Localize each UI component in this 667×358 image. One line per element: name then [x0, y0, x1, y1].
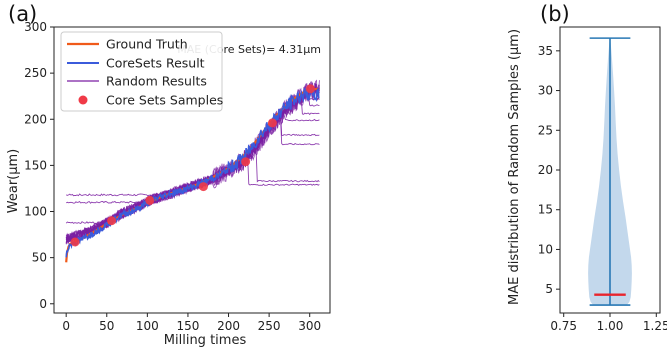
coresets-result-line [65, 87, 320, 258]
core-set-sample-point [70, 237, 80, 247]
panel-a-ticks: 0 50 100 150 200 250 300 0 50 100 150 200 250 300 [24, 20, 321, 333]
core-set-sample-point [306, 84, 315, 94]
y-tick-label: 10 [538, 242, 553, 256]
core-set-sample-point [107, 216, 117, 226]
legend-box [60, 31, 223, 112]
panel-a-ylabel: Wear(μm) [6, 149, 21, 213]
panel-a-wear-chart: (a) Wear(μm) Milling times 0 50 100 150 200 2… [6, 2, 331, 348]
panel-b-plot-area [588, 37, 632, 306]
panel-b-ticks: 0.75 1.00 1.25 5 10 15 20 25 30 35 [538, 44, 667, 333]
x-tick-label: 150 [176, 319, 199, 333]
core-set-sample-point [241, 157, 251, 167]
y-tick-label: 20 [538, 163, 553, 177]
core-set-sample-point [267, 118, 277, 128]
panel-a-frame [53, 26, 331, 314]
panel-a-label: (a) [8, 2, 37, 26]
random-result-line [65, 79, 320, 245]
panel-a-legend: Ground Truth CoreSets Result Random Resu… [60, 31, 223, 112]
core-set-sample-point [145, 195, 155, 205]
y-tick-label: 30 [538, 84, 553, 98]
x-tick-label: 1.00 [597, 319, 624, 333]
y-tick-label: 200 [24, 112, 47, 126]
y-tick-label: 300 [24, 20, 47, 34]
core-set-sample-point [198, 182, 208, 192]
panel-b-violin-chart: (b) MAE distribution of Random Samples (… [507, 2, 667, 333]
y-tick-label: 15 [538, 203, 553, 217]
panel-a-xlabel: Milling times [164, 333, 247, 348]
x-tick-label: 1.25 [643, 319, 667, 333]
x-tick-label: 0.75 [550, 319, 577, 333]
y-tick-label: 150 [24, 158, 47, 172]
y-tick-label: 250 [24, 66, 47, 80]
x-tick-label: 50 [99, 319, 114, 333]
panel-b-label: (b) [540, 2, 570, 26]
legend-coresets-label: CoreSets Result [106, 56, 205, 71]
legend-samples-label: Core Sets Samples [106, 93, 223, 108]
y-tick-label: 25 [538, 123, 553, 137]
panel-b-ylabel: MAE distribution of Random Samples (μm) [507, 29, 522, 305]
x-tick-label: 250 [258, 319, 281, 333]
panel-a-plot-area [65, 79, 320, 263]
y-tick-label: 5 [545, 282, 553, 296]
x-tick-label: 300 [298, 319, 321, 333]
legend-ground-truth-label: Ground Truth [106, 37, 188, 52]
x-tick-label: 200 [217, 319, 240, 333]
y-tick-label: 35 [538, 44, 553, 58]
y-tick-label: 0 [39, 297, 47, 311]
x-tick-label: 100 [136, 319, 159, 333]
legend-samples-swatch [78, 95, 88, 105]
y-tick-label: 100 [24, 205, 47, 219]
legend-random-label: Random Results [106, 74, 207, 89]
x-tick-label: 0 [62, 319, 70, 333]
panel-a-ylabel-text: Wear(μm) [6, 149, 21, 213]
y-tick-label: 50 [32, 251, 47, 265]
